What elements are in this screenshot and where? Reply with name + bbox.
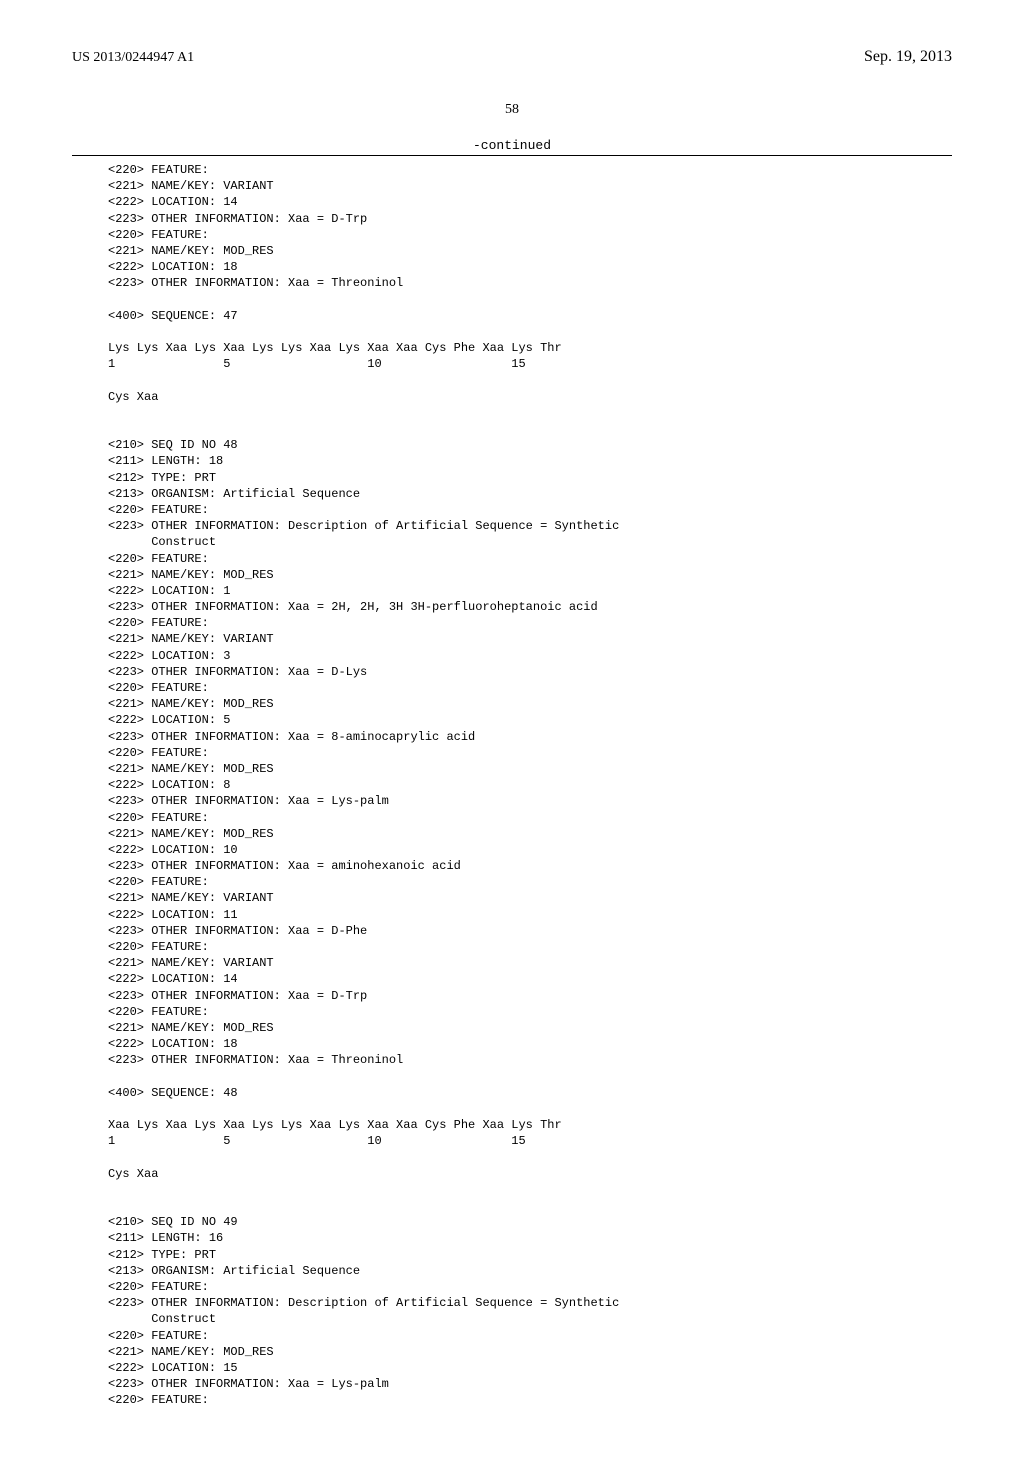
page-root: US 2013/0244947 A1 Sep. 19, 2013 58 -con… bbox=[0, 0, 1024, 1468]
top-rule bbox=[72, 155, 952, 156]
publication-date: Sep. 19, 2013 bbox=[864, 48, 952, 66]
page-number: 58 bbox=[72, 102, 952, 118]
continued-label: -continued bbox=[72, 138, 952, 153]
sequence-listing: <220> FEATURE: <221> NAME/KEY: VARIANT <… bbox=[108, 162, 952, 1408]
publication-id: US 2013/0244947 A1 bbox=[72, 50, 194, 66]
header-row: US 2013/0244947 A1 Sep. 19, 2013 bbox=[72, 48, 952, 66]
